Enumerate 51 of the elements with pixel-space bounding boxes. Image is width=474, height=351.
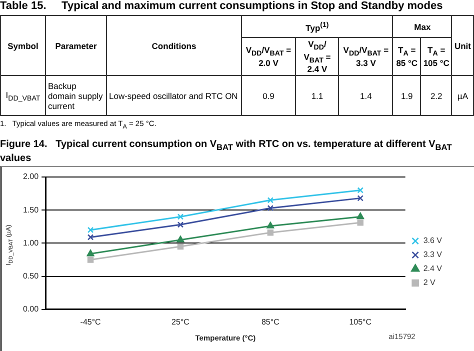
legend-label: 3.3 V (423, 250, 443, 260)
text: 2.2 (420, 76, 452, 116)
text: Conditions (106, 16, 242, 76)
point (176, 236, 184, 242)
text: Low-speed oscillator and RTC ON (106, 76, 242, 116)
x-tick-label: 25°C (172, 317, 190, 326)
text: Table 15. Typical and maximum current consumptions in Stop and Standby modes (0, 0, 444, 14)
point (87, 256, 94, 263)
text: V$_{DD}$/ V$_{BAT}$ = 2.4 V (304, 39, 331, 74)
y-tick-label: 0.00 (22, 304, 40, 314)
text: Unit (452, 16, 474, 76)
point (356, 212, 364, 219)
text: Max (392, 16, 452, 38)
text: I$_{DD_VBAT}$ (0, 76, 46, 116)
legend-label: 3.6 V (423, 236, 443, 246)
text: Backup domain supply current (46, 76, 106, 116)
point (86, 250, 94, 256)
point (267, 196, 274, 204)
text: T$_{A}$ = 105 °C (420, 38, 452, 76)
point (87, 226, 94, 233)
y-tick-label: 2.00 (22, 172, 40, 182)
legend-label: 2 V (423, 278, 436, 288)
x-tick-label: -45°C (80, 317, 102, 326)
text: 1.9 (392, 76, 421, 116)
chart-title: Figure 14. Typical current consumption on V$_{BAT}$ with RTC on vs. temperature at different V$_{BAT}$ values (0, 138, 452, 164)
y-tick-label: 0.50 (22, 271, 40, 280)
text: Symbol (0, 16, 46, 76)
y-tick-label: 1.00 (22, 238, 40, 248)
point (357, 219, 364, 226)
text: Typ$^{(1)}$ (242, 16, 393, 38)
text: Parameter (46, 16, 106, 76)
point (266, 222, 274, 228)
point (357, 194, 364, 202)
legend-label: 2.4 V (423, 264, 443, 274)
point (177, 243, 184, 250)
text: V$_{DD}$/V$_{BAT}$ = 3.3 V (338, 38, 393, 76)
text: V$_{DD}$/V$_{BAT}$ = 2.0 V (242, 38, 296, 76)
text: 0.9 (242, 76, 296, 116)
point (177, 221, 184, 228)
x-tick-label: 105°C (349, 317, 372, 326)
y-tick-label: 1.50 (22, 205, 40, 214)
point (87, 234, 94, 240)
text: 1.1 (296, 76, 339, 116)
x-tick-label: 85°C (261, 317, 280, 326)
text: µA (452, 76, 474, 116)
text: T$_{A}$ = 85 °C (392, 38, 421, 76)
point (267, 204, 274, 212)
point (357, 186, 364, 194)
point (267, 229, 274, 236)
text: 1.4 (338, 76, 393, 116)
point (177, 213, 184, 220)
